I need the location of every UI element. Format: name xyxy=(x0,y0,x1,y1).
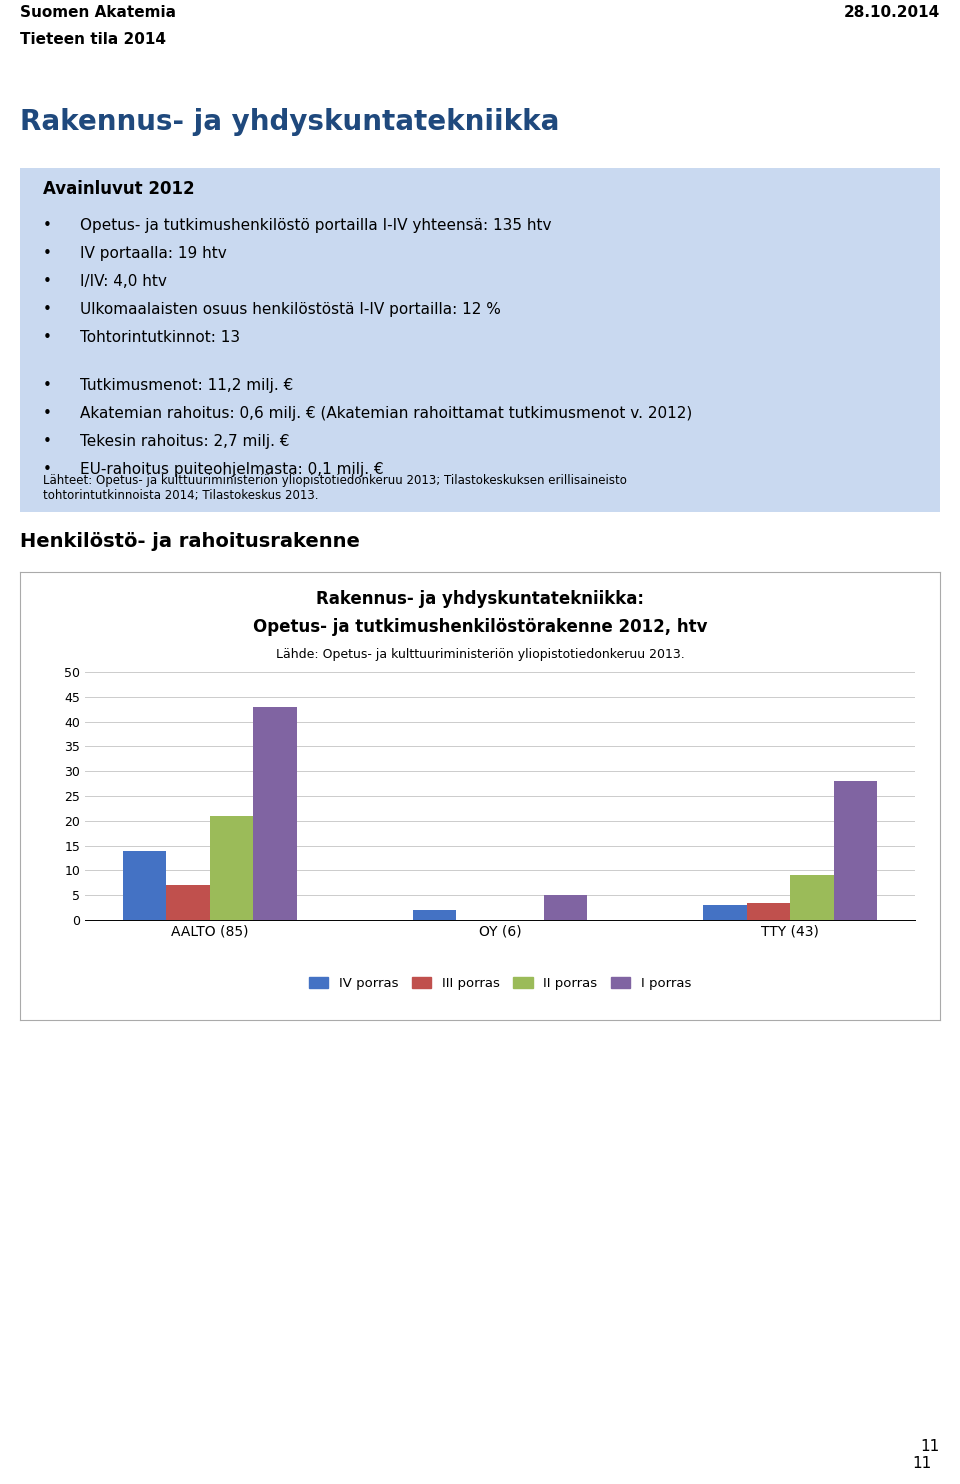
Text: •: • xyxy=(43,462,52,476)
Bar xyxy=(543,895,588,920)
Text: •: • xyxy=(43,329,52,344)
Text: Suomen Akatemia: Suomen Akatemia xyxy=(20,4,176,19)
Text: Avainluvut 2012: Avainluvut 2012 xyxy=(43,180,195,197)
Bar xyxy=(123,850,166,920)
Text: 11: 11 xyxy=(921,1439,940,1454)
Text: Tekesin rahoitus: 2,7 milj. €: Tekesin rahoitus: 2,7 milj. € xyxy=(80,433,289,450)
Text: •: • xyxy=(43,275,52,289)
Bar xyxy=(413,910,456,920)
Text: Lähteet: Opetus- ja kulttuuriministeriön yliopistotiedonkeruu 2013; Tilastokesku: Lähteet: Opetus- ja kulttuuriministeriön… xyxy=(43,473,627,502)
Text: Ulkomaalaisten osuus henkilöstöstä I-IV portailla: 12 %: Ulkomaalaisten osuus henkilöstöstä I-IV … xyxy=(80,303,501,318)
Text: •: • xyxy=(43,378,52,393)
Text: Opetus- ja tutkimushenkilöstö portailla I-IV yhteensä: 135 htv: Opetus- ja tutkimushenkilöstö portailla … xyxy=(80,218,551,233)
Text: I/IV: 4,0 htv: I/IV: 4,0 htv xyxy=(80,275,167,289)
Text: Henkilöstö- ja rahoitusrakenne: Henkilöstö- ja rahoitusrakenne xyxy=(20,531,360,551)
Bar xyxy=(210,816,253,920)
Legend: IV porras, III porras, II porras, I porras: IV porras, III porras, II porras, I porr… xyxy=(303,971,697,996)
Text: 11: 11 xyxy=(912,1456,931,1471)
Text: •: • xyxy=(43,246,52,261)
Text: Akatemian rahoitus: 0,6 milj. € (Akatemian rahoittamat tutkimusmenot v. 2012): Akatemian rahoitus: 0,6 milj. € (Akatemi… xyxy=(80,407,692,421)
Text: 28.10.2014: 28.10.2014 xyxy=(844,4,940,19)
Text: •: • xyxy=(43,433,52,450)
Bar xyxy=(253,706,297,920)
Text: Rakennus- ja yhdyskuntatekniikka:: Rakennus- ja yhdyskuntatekniikka: xyxy=(316,591,644,608)
Text: Tutkimusmenot: 11,2 milj. €: Tutkimusmenot: 11,2 milj. € xyxy=(80,378,293,393)
Text: Opetus- ja tutkimushenkilöstörakenne 2012, htv: Opetus- ja tutkimushenkilöstörakenne 201… xyxy=(252,617,708,637)
Text: IV portaalla: 19 htv: IV portaalla: 19 htv xyxy=(80,246,227,261)
Text: •: • xyxy=(43,303,52,318)
Bar xyxy=(703,905,747,920)
Bar xyxy=(833,781,877,920)
Text: Tohtorintutkinnot: 13: Tohtorintutkinnot: 13 xyxy=(80,329,240,344)
Text: Tieteen tila 2014: Tieteen tila 2014 xyxy=(20,33,166,47)
Bar xyxy=(166,886,210,920)
Bar xyxy=(790,876,833,920)
Text: Rakennus- ja yhdyskuntatekniikka: Rakennus- ja yhdyskuntatekniikka xyxy=(20,108,560,137)
Text: EU-rahoitus puiteohjelmasta: 0,1 milj. €: EU-rahoitus puiteohjelmasta: 0,1 milj. € xyxy=(80,462,383,476)
Text: •: • xyxy=(43,218,52,233)
Text: •: • xyxy=(43,407,52,421)
Bar xyxy=(747,902,790,920)
Text: Lähde: Opetus- ja kulttuuriministeriön yliopistotiedonkeruu 2013.: Lähde: Opetus- ja kulttuuriministeriön y… xyxy=(276,649,684,660)
